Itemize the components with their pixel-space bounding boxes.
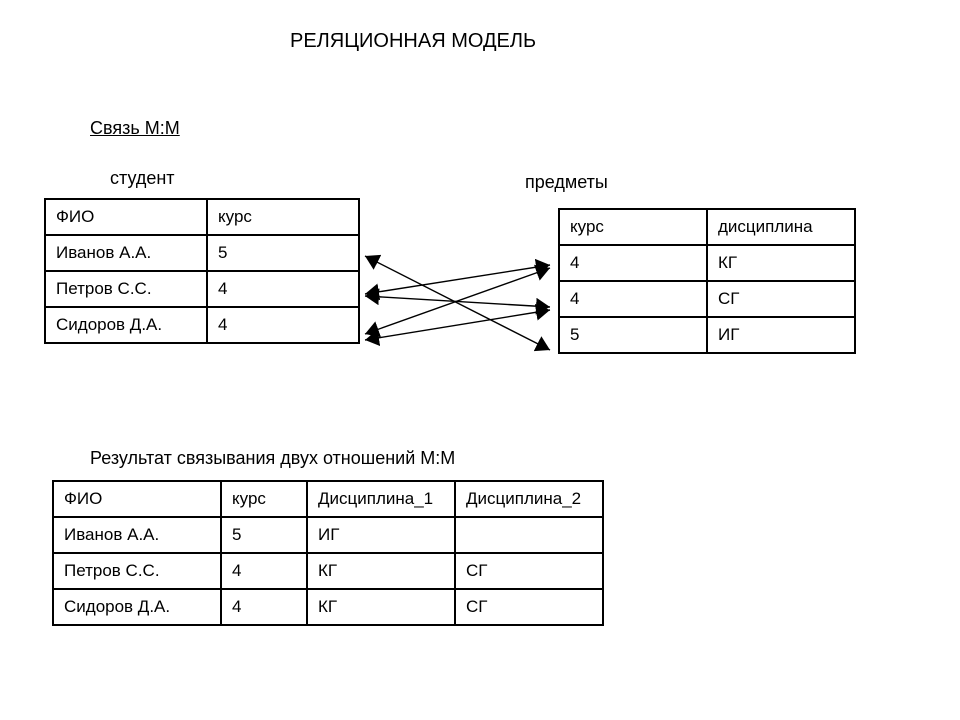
table-cell: Петров С.С. (45, 271, 207, 307)
table-cell (455, 517, 603, 553)
relationship-arrow (365, 256, 550, 350)
table-row: 5ИГ (559, 317, 855, 353)
table-cell: СГ (455, 553, 603, 589)
relationship-arrow (365, 268, 550, 334)
subject-table: курсдисциплина4КГ4СГ5ИГ (558, 208, 856, 354)
table-cell: ИГ (707, 317, 855, 353)
table-cell: 5 (207, 235, 359, 271)
table-row: Сидоров Д.А.4 (45, 307, 359, 343)
result-label: Результат связывания двух отношений М:М (90, 448, 455, 469)
relationship-arrow (365, 310, 550, 340)
table-cell: ИГ (307, 517, 455, 553)
table-row: Петров С.С.4 (45, 271, 359, 307)
table-cell: 4 (559, 281, 707, 317)
table-cell: КГ (707, 245, 855, 281)
table-header-cell: курс (207, 199, 359, 235)
relationship-arrow (365, 296, 550, 307)
table-cell: 4 (559, 245, 707, 281)
table-header-cell: ФИО (45, 199, 207, 235)
table-cell: КГ (307, 589, 455, 625)
table-row: Иванов А.А.5ИГ (53, 517, 603, 553)
table-cell: СГ (455, 589, 603, 625)
link-label: Связь М:М (90, 118, 180, 139)
table-cell: Сидоров Д.А. (53, 589, 221, 625)
table-cell: Сидоров Д.А. (45, 307, 207, 343)
table-cell: 5 (221, 517, 307, 553)
table-cell: КГ (307, 553, 455, 589)
table-cell: 4 (221, 589, 307, 625)
student-table-label: студент (110, 168, 175, 189)
subject-table-label: предметы (525, 172, 608, 193)
table-header-row: ФИОкурс (45, 199, 359, 235)
table-header-cell: дисциплина (707, 209, 855, 245)
student-table: ФИОкурсИванов А.А.5Петров С.С.4Сидоров Д… (44, 198, 360, 344)
table-header-cell: Дисциплина_1 (307, 481, 455, 517)
table-row: Иванов А.А.5 (45, 235, 359, 271)
table-row: Петров С.С.4КГСГ (53, 553, 603, 589)
table-cell: 5 (559, 317, 707, 353)
table-row: 4СГ (559, 281, 855, 317)
table-cell: Петров С.С. (53, 553, 221, 589)
table-cell: Иванов А.А. (45, 235, 207, 271)
table-header-cell: Дисциплина_2 (455, 481, 603, 517)
table-cell: 4 (207, 307, 359, 343)
table-header-cell: ФИО (53, 481, 221, 517)
table-cell: 4 (221, 553, 307, 589)
page-title: РЕЛЯЦИОННАЯ МОДЕЛЬ (290, 30, 536, 53)
table-header-cell: курс (221, 481, 307, 517)
table-cell: 4 (207, 271, 359, 307)
table-row: Сидоров Д.А.4КГСГ (53, 589, 603, 625)
table-header-cell: курс (559, 209, 707, 245)
table-header-row: ФИОкурсДисциплина_1Дисциплина_2 (53, 481, 603, 517)
relationship-arrow (365, 265, 550, 294)
table-cell: Иванов А.А. (53, 517, 221, 553)
result-table: ФИОкурсДисциплина_1Дисциплина_2Иванов А.… (52, 480, 604, 626)
table-cell: СГ (707, 281, 855, 317)
table-row: 4КГ (559, 245, 855, 281)
table-header-row: курсдисциплина (559, 209, 855, 245)
